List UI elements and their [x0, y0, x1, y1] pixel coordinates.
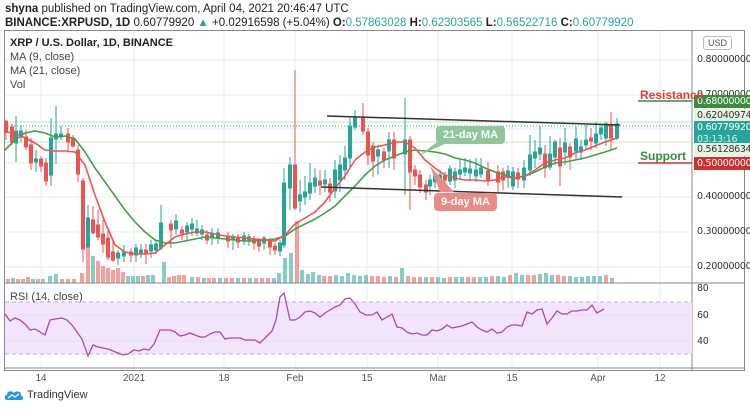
time-label: Apr [590, 373, 606, 384]
chart-frame[interactable] [4, 30, 745, 371]
high-label: H: [409, 17, 422, 29]
support-label: Support [640, 149, 686, 163]
last-price-value: 0.60779920 [697, 122, 750, 133]
rsi-title[interactable]: RSI (14, close) [10, 291, 83, 303]
legend-title[interactable]: XRP / U.S. Dollar, 1D, BINANCE [10, 37, 174, 49]
publish-text: published on TradingView.com, April 04, … [41, 3, 349, 15]
brand-name: TradingView [27, 389, 88, 401]
price-label: 0.80000000 [697, 54, 750, 65]
price-change: +0.02916598 (+5.04%) [212, 17, 330, 29]
ma9-line [4, 131, 618, 255]
resistance-label: Resistance [640, 88, 704, 102]
legend-ma9[interactable]: MA (9, close) [10, 51, 75, 63]
publish-info: shyna published on TradingView.com, Apri… [5, 3, 349, 15]
time-label: 12 [654, 373, 666, 384]
time-label: 15 [506, 373, 518, 384]
time-label: Feb [286, 373, 304, 384]
author-name: shyna [5, 3, 39, 15]
rsi-band [5, 302, 692, 354]
ma21-bubble-pointer [418, 140, 454, 156]
ma21-bubble: 21-day MA [436, 126, 506, 144]
symbol-label: BINANCE:XRPUSD, 1D [5, 17, 131, 29]
low-label: L: [485, 17, 497, 29]
time-label: 14 [35, 373, 47, 384]
close-label: C: [560, 17, 573, 29]
rsi-axis-label: 40 [697, 336, 709, 347]
close-value: 0.60779920 [572, 17, 634, 29]
open-value: 0.57863028 [345, 17, 407, 29]
chart-legend: XRP / U.S. Dollar, 1D, BINANCE MA (9, cl… [10, 36, 173, 92]
volume-bars [6, 221, 614, 283]
time-label: 2021 [122, 373, 146, 384]
channel-upper-line [326, 115, 621, 126]
rsi-line [4, 291, 605, 358]
ma9-bubble: 9-day MA [434, 193, 497, 211]
candlesticks [4, 70, 619, 265]
price-label: 0.20000000 [697, 261, 750, 272]
tradingview-logo[interactable]: TradingView [4, 389, 88, 401]
rsi-axis-label: 60 [697, 310, 709, 321]
high-level-tag: 0.62040974 [694, 109, 750, 122]
cloud-icon [4, 391, 24, 400]
legend-vol[interactable]: Vol [10, 79, 26, 91]
symbol-info: BINANCE:XRPUSD, 1D 0.60779920 ▲ +0.02916… [5, 17, 633, 29]
time-label: 15 [361, 373, 373, 384]
low-level-tag: 0.56128634 [694, 143, 750, 156]
support-price-tag: 0.50000000 [694, 157, 750, 170]
price-label: 0.40000000 [697, 191, 750, 202]
low-value: 0.56522716 [496, 17, 558, 29]
time-label: 18 [218, 373, 230, 384]
up-arrow-icon: ▲ [197, 17, 209, 29]
high-value: 0.62303565 [421, 17, 483, 29]
channel-lower-line [320, 186, 623, 198]
rsi-axis-label: 80 [697, 283, 709, 294]
price-label: 0.30000000 [697, 226, 750, 237]
resistance-price-tag: 0.68000000 [694, 95, 750, 108]
last-price: 0.60779920 [133, 17, 195, 29]
time-label: Mar [429, 373, 447, 384]
last-price-tag: 0.60779920 03:13:16 [694, 121, 750, 147]
open-label: O: [332, 17, 346, 29]
ma9-bubble-pointer [430, 166, 454, 192]
price-label: 0.70000000 [697, 89, 750, 100]
bar-countdown: 03:13:16 [697, 134, 738, 145]
currency-button[interactable]: USD [703, 36, 733, 50]
legend-ma21[interactable]: MA (21, close) [10, 65, 81, 77]
